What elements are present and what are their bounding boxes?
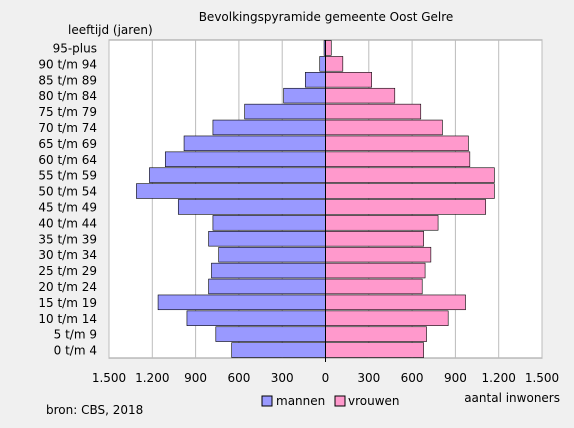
bar-vrouwen <box>325 246 432 263</box>
bar-vrouwen <box>325 215 439 231</box>
x-tick-label: 1.500 <box>92 371 126 385</box>
bar-vrouwen <box>325 135 469 152</box>
bar-mannen <box>164 151 326 167</box>
x-tick-label: 1.500 <box>525 371 559 385</box>
bar-vrouwen <box>325 199 487 215</box>
legend: mannen vrouwen <box>261 394 400 408</box>
x-tick-label: 900 <box>184 371 207 385</box>
bar-mannen <box>186 310 326 326</box>
bar-mannen <box>157 294 326 311</box>
age-group-label: 75 t/m 79 <box>38 105 97 119</box>
age-group-label: 5 t/m 9 <box>54 328 97 342</box>
bar-mannen <box>149 167 326 183</box>
bar-vrouwen <box>325 262 426 279</box>
x-tick-label: 900 <box>444 371 467 385</box>
age-group-label: 80 t/m 84 <box>38 89 97 103</box>
bar-vrouwen <box>325 119 443 136</box>
bar-mannen <box>208 278 326 295</box>
x-axis-title: aantal inwoners <box>464 391 560 405</box>
bar-vrouwen <box>325 342 424 358</box>
bar-vrouwen <box>325 151 471 167</box>
age-group-label: 65 t/m 69 <box>38 137 97 151</box>
x-tick-label: 1.200 <box>135 371 169 385</box>
bar-mannen <box>177 199 326 215</box>
age-group-label: 20 t/m 24 <box>38 280 97 294</box>
bar-vrouwen <box>325 310 449 326</box>
bar-vrouwen <box>325 231 424 247</box>
bar-mannen <box>208 231 326 247</box>
bar-mannen <box>304 72 326 88</box>
x-tick-label: 600 <box>227 371 250 385</box>
bar-mannen <box>136 183 326 199</box>
bar-mannen <box>218 246 326 263</box>
x-tick-labels: 1.500 1.200 900 600 300 0 300 600 900 1.200 1.500 <box>92 371 559 385</box>
bars <box>136 40 495 362</box>
bar-vrouwen <box>325 103 422 120</box>
bar-mannen <box>183 135 326 152</box>
bar-mannen <box>212 215 326 231</box>
chart-title: Bevolkingspyramide gemeente Oost Gelre <box>199 10 454 24</box>
source-note: bron: CBS, 2018 <box>46 403 143 417</box>
age-group-label: 85 t/m 89 <box>38 73 97 87</box>
x-tick-label: 600 <box>401 371 424 385</box>
bar-mannen <box>231 342 326 358</box>
bar-mannen <box>319 56 326 72</box>
x-tick-label: 300 <box>271 371 294 385</box>
age-group-label: 50 t/m 54 <box>38 185 97 199</box>
age-group-label: 25 t/m 29 <box>38 264 97 278</box>
age-group-label: 30 t/m 34 <box>38 248 97 262</box>
bar-vrouwen <box>325 278 423 295</box>
bar-mannen <box>215 326 326 342</box>
bar-mannen <box>212 119 326 136</box>
age-group-label: 40 t/m 44 <box>38 216 97 230</box>
legend-label-vrouwen: vrouwen <box>348 394 400 408</box>
x-tick-label: 300 <box>357 371 380 385</box>
x-tick-label: 1.200 <box>482 371 516 385</box>
age-group-label: 55 t/m 59 <box>38 169 97 183</box>
age-group-label: 60 t/m 64 <box>38 153 97 167</box>
bar-vrouwen <box>325 56 344 72</box>
age-group-label: 70 t/m 74 <box>38 121 97 135</box>
bar-vrouwen <box>325 167 495 183</box>
bar-vrouwen <box>325 326 427 342</box>
age-group-label: 90 t/m 94 <box>38 57 97 71</box>
legend-swatch-vrouwen <box>334 395 346 407</box>
x-tick-label: 0 <box>322 371 330 385</box>
bar-vrouwen <box>325 87 396 104</box>
age-group-label: 95-plus <box>53 41 97 55</box>
bar-vrouwen <box>325 294 466 311</box>
bar-mannen <box>283 87 326 104</box>
age-group-label: 0 t/m 4 <box>54 344 97 358</box>
bar-vrouwen <box>325 40 332 56</box>
legend-label-mannen: mannen <box>276 394 325 408</box>
legend-swatch-mannen <box>261 395 273 407</box>
age-group-label: 35 t/m 39 <box>38 232 97 246</box>
bar-mannen <box>244 103 326 120</box>
bar-vrouwen <box>325 72 372 88</box>
age-group-label: 45 t/m 49 <box>38 200 97 214</box>
y-axis-title: leeftijd (jaren) <box>68 23 153 37</box>
age-group-label: 15 t/m 19 <box>38 296 97 310</box>
age-group-label: 10 t/m 14 <box>38 312 97 326</box>
bar-mannen <box>211 262 326 279</box>
bar-vrouwen <box>325 183 495 199</box>
age-group-labels: 0 t/m 4 5 t/m 9 10 t/m 14 15 t/m 19 20 t/m 2… <box>38 41 97 357</box>
